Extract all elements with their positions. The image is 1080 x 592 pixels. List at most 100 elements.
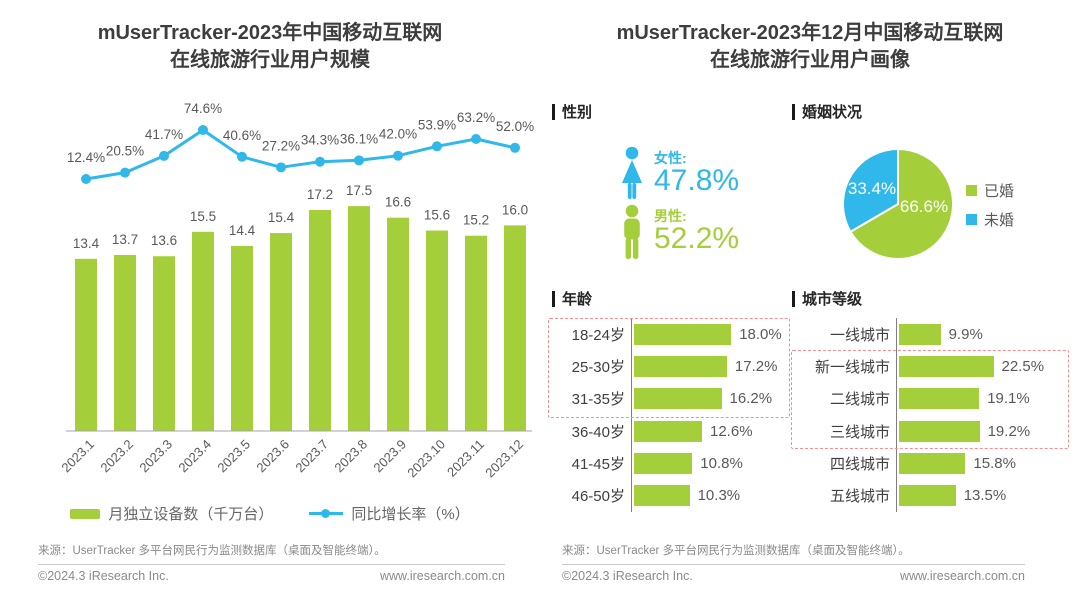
line-point-dot — [354, 155, 364, 166]
bar-value-label: 13.6 — [151, 233, 177, 248]
line-value-label: 74.6% — [184, 101, 222, 116]
age-bar-chart: 18-24岁 18.0% 25-30岁 17.2% 31-35岁 16.2% 36-40岁 1… — [548, 318, 790, 512]
hbar-value-label: 9.9% — [948, 325, 983, 343]
hbar-value-label: 15.8% — [973, 454, 1016, 472]
hbar-track: 15.8% — [896, 447, 1071, 480]
hbar-row: 一线城市 9.9% — [793, 318, 1071, 351]
x-tick-label: 2023.11 — [444, 437, 487, 480]
line-point-dot — [471, 133, 481, 144]
hbar-value-label: 22.5% — [1001, 357, 1045, 375]
hbar-category-label: 46-50岁 — [571, 488, 625, 506]
line-value-label: 27.2% — [262, 138, 300, 153]
hbar-fill — [899, 420, 980, 442]
x-tick-label: 2023.12 — [482, 437, 526, 481]
bar-value-label: 16.6 — [385, 195, 411, 210]
bar — [309, 209, 331, 431]
source-note-left: 来源：UserTracker 多平台网民行为监测数据库（桌面及智能终端）。 — [38, 545, 386, 557]
line-point-dot — [432, 141, 442, 152]
bar-value-label: 17.5 — [346, 183, 372, 198]
section-bar-icon — [552, 290, 555, 307]
hbar-value-label: 17.2% — [734, 357, 778, 375]
bar — [75, 258, 97, 431]
bar — [387, 217, 409, 431]
line-value-label: 36.1% — [340, 131, 378, 146]
right-chart-title-line1: mUserTracker-2023年12月中国移动互联网 — [616, 22, 1004, 44]
bar — [153, 256, 175, 431]
hbar-value-label: 10.8% — [700, 454, 743, 472]
hbar-track: 18.0% — [631, 318, 790, 351]
website-url-right: www.iresearch.com.cn — [899, 569, 1025, 583]
section-bar-icon — [792, 103, 795, 120]
hbar-value-label: 19.1% — [987, 390, 1030, 408]
pie-legend-label-married: 已婚 — [984, 182, 1015, 200]
hbar-fill — [634, 323, 732, 345]
pie-legend-item-married: 已婚 — [966, 182, 1015, 200]
section-header-age: 年龄 — [552, 288, 592, 309]
line-point-dot — [276, 162, 286, 173]
hbar-track: 19.2% — [896, 414, 1071, 448]
unmarried-swatch — [966, 213, 977, 225]
hbar-row: 36-40岁 12.6% — [548, 414, 790, 448]
hbar-category-label: 四线城市 — [829, 455, 890, 473]
x-tick-label: 2023.8 — [331, 437, 370, 476]
hbar-track: 17.2% — [631, 350, 790, 383]
hbar-value-label: 10.3% — [697, 487, 741, 505]
bar — [465, 235, 487, 431]
line-value-label: 34.3% — [301, 133, 339, 148]
line-point-dot — [393, 150, 403, 161]
hbar-track: 13.5% — [896, 479, 1071, 512]
line-value-label: 40.6% — [223, 128, 261, 143]
line-point-dot — [159, 150, 169, 161]
section-title-city: 城市等级 — [802, 291, 863, 308]
hbar-track: 9.9% — [896, 318, 1071, 351]
bar — [270, 233, 292, 431]
section-header-gender: 性别 — [552, 101, 592, 122]
line-series-dot — [321, 509, 331, 518]
copyright-left: ©2024.3 iResearch Inc. — [38, 569, 169, 583]
pie-legend-label-unmarried: 未婚 — [984, 211, 1015, 229]
hbar-row: 31-35岁 16.2% — [548, 382, 790, 415]
bar — [348, 206, 370, 431]
line-point-dot — [315, 156, 325, 167]
hbar-fill — [634, 388, 722, 410]
hbar-row: 25-30岁 17.2% — [548, 350, 790, 383]
line-point-dot — [510, 142, 520, 153]
hbar-row: 46-50岁 10.3% — [548, 479, 790, 512]
legend-label-devices: 月独立设备数（千万台） — [108, 506, 274, 523]
footer-right: ©2024.3 iResearch Inc. www.iresearch.com… — [562, 569, 1025, 583]
hbar-fill — [899, 485, 956, 507]
section-header-marital: 婚姻状况 — [792, 101, 862, 122]
x-tick-label: 2023.10 — [404, 437, 448, 481]
hbar-fill — [634, 355, 727, 377]
line-point-dot — [237, 151, 247, 162]
line-point-dot — [198, 125, 208, 136]
line-series-swatch — [309, 509, 344, 518]
bar-value-label: 15.6 — [424, 208, 450, 223]
hbar-category-label: 五线城市 — [829, 488, 890, 506]
user-scale-combo-chart: 13.4 13.7 13.6 15.5 14.4 15.4 17.2 17.5 16.6 15.6… — [58, 101, 534, 481]
hbar-fill — [899, 452, 966, 474]
hbar-track: 22.5% — [896, 350, 1071, 383]
line-value-label: 41.7% — [145, 127, 183, 142]
left-chart-title-line2: 在线旅游行业用户规模 — [170, 49, 370, 71]
hbar-value-label: 18.0% — [739, 325, 782, 343]
line-value-label: 52.0% — [496, 119, 534, 134]
pie-legend: 已婚 未婚 — [966, 182, 1014, 240]
bar-value-label: 17.2 — [307, 187, 333, 202]
legend-item-growth: 同比增长率（%） — [309, 503, 470, 524]
hbar-category-label: 36-40岁 — [571, 423, 625, 441]
legend-item-devices: 月独立设备数（千万台） — [70, 503, 273, 524]
hbar-fill — [899, 355, 994, 377]
section-header-city: 城市等级 — [792, 288, 862, 309]
hbar-track: 10.8% — [631, 447, 790, 480]
x-tick-label: 2023.2 — [97, 437, 136, 476]
city-tier-bar-chart: 一线城市 9.9% 新一线城市 22.5% 二线城市 19.1% 三线城市 19.2% 四线城市… — [793, 318, 1071, 512]
hbar-row: 41-45岁 10.8% — [548, 447, 790, 480]
bar-value-label: 15.5 — [190, 209, 216, 224]
married-swatch — [966, 184, 977, 196]
growth-line — [84, 128, 517, 181]
bar-value-label: 15.2 — [463, 213, 489, 228]
hbar-track: 12.6% — [631, 414, 790, 448]
female-value: 47.8% — [654, 164, 740, 197]
